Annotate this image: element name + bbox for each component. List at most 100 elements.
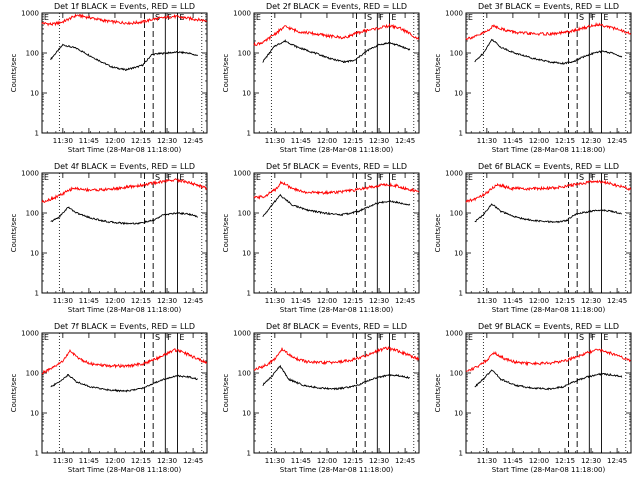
series-line-events bbox=[50, 374, 198, 393]
panel-title: Det 3f BLACK = Events, RED = LLD bbox=[478, 2, 619, 11]
y-axis-label: Counts/sec bbox=[10, 374, 18, 413]
flag-label-e: E bbox=[603, 173, 608, 182]
panel-title: Det 9f BLACK = Events, RED = LLD bbox=[478, 322, 619, 331]
x-tick-label: 12:15 bbox=[343, 137, 363, 145]
panel-det-5: Det 5f BLACK = Events, RED = LLD 1 10 100 10… bbox=[222, 162, 420, 314]
series-line-events bbox=[50, 206, 198, 226]
x-tick-label: 12:45 bbox=[183, 137, 203, 145]
x-tick-label: 12:00 bbox=[105, 457, 125, 465]
series-line-events bbox=[262, 193, 411, 217]
y-tick-label: 10 bbox=[454, 90, 463, 98]
y-axis-label: Counts/sec bbox=[10, 54, 18, 93]
flag-label-e: E bbox=[468, 333, 473, 342]
panel-det-7: Det 7f BLACK = Events, RED = LLD 1 10 100 10… bbox=[10, 322, 208, 474]
x-tick-label: 11:45 bbox=[291, 457, 311, 465]
x-tick-label: 12:15 bbox=[555, 297, 575, 305]
x-axis-label: Start Time (28-Mar-08 11:18:00) bbox=[280, 146, 394, 154]
flag-label-e: E bbox=[468, 173, 473, 182]
panel-det-1: Det 1f BLACK = Events, RED = LLD 1 10 100 10… bbox=[10, 2, 208, 154]
x-axis-label: Start Time (28-Mar-08 11:18:00) bbox=[68, 146, 182, 154]
x-tick-label: 11:30 bbox=[53, 297, 73, 305]
x-tick-label: 12:15 bbox=[343, 457, 363, 465]
x-tick-label: 12:45 bbox=[183, 297, 203, 305]
y-tick-label: 1 bbox=[35, 290, 39, 298]
y-tick-label: 1000 bbox=[445, 170, 463, 178]
flag-label-e: E bbox=[391, 13, 396, 22]
series-line-lld bbox=[465, 179, 632, 203]
panel-title: Det 7f BLACK = Events, RED = LLD bbox=[54, 322, 195, 331]
x-tick-label: 12:45 bbox=[395, 297, 415, 305]
y-tick-label: 100 bbox=[26, 210, 39, 218]
x-axis-label: Start Time (28-Mar-08 11:18:00) bbox=[68, 466, 182, 474]
x-tick-label: 11:45 bbox=[291, 297, 311, 305]
x-tick-label: 12:15 bbox=[131, 137, 151, 145]
y-tick-label: 1000 bbox=[445, 10, 463, 18]
x-tick-label: 11:30 bbox=[477, 137, 497, 145]
y-tick-label: 100 bbox=[450, 210, 463, 218]
series-line-events bbox=[474, 369, 623, 391]
y-axis-label: Counts/sec bbox=[222, 54, 230, 93]
x-tick-label: 12:15 bbox=[131, 297, 151, 305]
y-tick-label: 1000 bbox=[445, 330, 463, 338]
y-tick-label: 10 bbox=[242, 90, 251, 98]
panel-title: Det 5f BLACK = Events, RED = LLD bbox=[266, 162, 407, 171]
y-tick-label: 10 bbox=[242, 250, 251, 258]
plot-frame bbox=[465, 172, 632, 294]
series-line-lld bbox=[253, 180, 420, 200]
y-tick-label: 1 bbox=[459, 450, 463, 458]
flag-label-s: S bbox=[367, 173, 372, 182]
x-tick-label: 12:30 bbox=[157, 457, 177, 465]
flag-label-e: E bbox=[44, 333, 49, 342]
flag-label-f: F bbox=[167, 333, 172, 342]
x-tick-label: 11:45 bbox=[79, 137, 99, 145]
y-tick-label: 1000 bbox=[233, 330, 251, 338]
x-tick-label: 12:00 bbox=[529, 137, 549, 145]
y-axis-label: Counts/sec bbox=[434, 374, 442, 413]
series-line-events bbox=[262, 364, 410, 391]
flag-label-f: F bbox=[591, 13, 596, 22]
x-tick-label: 11:45 bbox=[291, 137, 311, 145]
y-tick-label: 100 bbox=[450, 370, 463, 378]
series-line-lld bbox=[41, 13, 208, 27]
y-tick-label: 100 bbox=[238, 210, 251, 218]
flag-label-f: F bbox=[379, 333, 384, 342]
x-axis-label: Start Time (28-Mar-08 11:18:00) bbox=[492, 466, 606, 474]
flag-label-e: E bbox=[44, 173, 49, 182]
y-tick-label: 1 bbox=[247, 290, 251, 298]
y-tick-label: 100 bbox=[26, 370, 39, 378]
x-tick-label: 12:15 bbox=[131, 457, 151, 465]
plot-frame bbox=[41, 172, 208, 294]
x-axis-label: Start Time (28-Mar-08 11:18:00) bbox=[68, 306, 182, 314]
panel-title: Det 6f BLACK = Events, RED = LLD bbox=[478, 162, 619, 171]
plot-frame bbox=[253, 332, 420, 454]
x-tick-label: 12:00 bbox=[317, 137, 337, 145]
y-tick-label: 1 bbox=[35, 450, 39, 458]
flag-label-e: E bbox=[256, 13, 261, 22]
panel-det-3: Det 3f BLACK = Events, RED = LLD 1 10 100 10… bbox=[434, 2, 632, 154]
flag-label-e: E bbox=[391, 173, 396, 182]
x-axis-label: Start Time (28-Mar-08 11:18:00) bbox=[280, 306, 394, 314]
x-tick-label: 11:30 bbox=[477, 297, 497, 305]
series-line-lld bbox=[253, 22, 420, 47]
flag-label-s: S bbox=[367, 13, 372, 22]
x-tick-label: 12:30 bbox=[581, 457, 601, 465]
panel-det-2: Det 2f BLACK = Events, RED = LLD 1 10 100 10… bbox=[222, 2, 420, 154]
x-tick-label: 12:15 bbox=[555, 457, 575, 465]
flag-label-f: F bbox=[591, 333, 596, 342]
x-tick-label: 12:30 bbox=[157, 297, 177, 305]
x-tick-label: 12:45 bbox=[395, 457, 415, 465]
y-axis-label: Counts/sec bbox=[222, 374, 230, 413]
panel-title: Det 4f BLACK = Events, RED = LLD bbox=[54, 162, 195, 171]
plot-frame bbox=[41, 332, 208, 454]
flag-label-e: E bbox=[468, 13, 473, 22]
y-tick-label: 10 bbox=[30, 90, 39, 98]
flag-label-s: S bbox=[155, 333, 160, 342]
y-axis-label: Counts/sec bbox=[434, 214, 442, 253]
y-tick-label: 1000 bbox=[233, 10, 251, 18]
flag-label-f: F bbox=[167, 173, 172, 182]
series-line-lld bbox=[465, 348, 631, 372]
series-line-lld bbox=[41, 178, 208, 203]
panel-det-8: Det 8f BLACK = Events, RED = LLD 1 10 100 10… bbox=[222, 322, 420, 474]
x-tick-label: 12:30 bbox=[581, 137, 601, 145]
